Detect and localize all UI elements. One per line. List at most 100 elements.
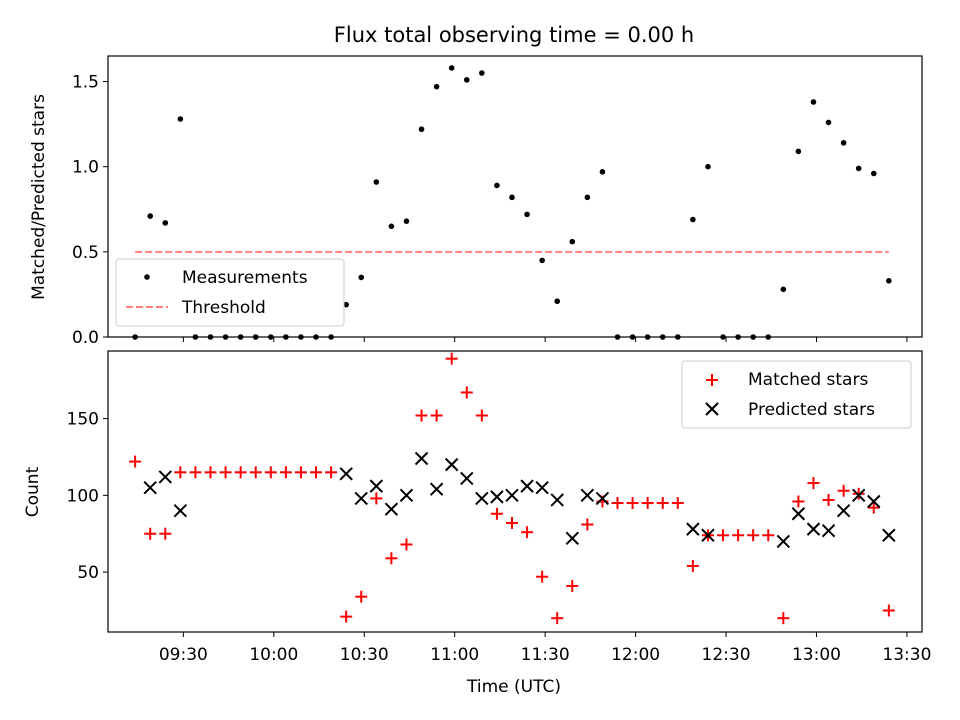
predicted-stars-point [776, 534, 791, 549]
matched-stars-point [777, 612, 790, 625]
predicted-stars-point [490, 490, 504, 504]
x-tick-label: 10:30 [340, 645, 389, 665]
measurement-point [479, 70, 485, 76]
x-tick-label: 09:30 [159, 645, 208, 665]
matched-stars-point [159, 527, 172, 540]
measurement-point [177, 116, 184, 122]
predicted-stars-point [595, 491, 610, 506]
matched-stars-point [882, 604, 895, 617]
measurement-point [524, 211, 530, 218]
measurement-point [569, 238, 576, 245]
predicted-stars-point [701, 528, 715, 542]
measurement-point [825, 119, 832, 126]
matched-stars-legend-marker [706, 374, 718, 386]
x-tick-label: 11:30 [521, 645, 570, 665]
measurement-point [705, 163, 711, 170]
bottom-y-axis: 50 100 150 [67, 410, 108, 583]
predicted-stars-point [143, 480, 157, 495]
matched-stars-point [204, 466, 217, 479]
measurement-point [343, 301, 349, 308]
top-chart-title: Flux total observing time = 0.00 h [334, 23, 694, 47]
measurement-point [373, 179, 380, 185]
predicted-stars-point [384, 502, 399, 516]
predicted-stars-point [505, 488, 519, 503]
matched-stars-point [415, 409, 428, 422]
matched-stars-point [747, 529, 760, 542]
matched-stars-point [234, 466, 247, 479]
measurement-point [162, 220, 169, 226]
measurement-point [509, 194, 515, 201]
predicted-stars-point [173, 503, 188, 518]
measurement-point [795, 148, 802, 155]
measurement-point [886, 278, 892, 284]
predicted-stars-point [565, 531, 579, 546]
predicted-stars-point [882, 528, 896, 542]
y-tick-label: 1.0 [72, 158, 99, 178]
matched-stars-point [475, 409, 488, 422]
matched-stars-point [325, 466, 338, 479]
matched-stars-point [340, 610, 353, 623]
y-tick-label: 50 [77, 563, 99, 583]
predicted-stars-point [686, 522, 700, 536]
predicted-stars-point [550, 493, 564, 507]
matched-stars-point [294, 466, 307, 479]
x-tick-label: 10:00 [249, 645, 298, 665]
predicted-stars-point [867, 494, 881, 509]
top-plot-frame [107, 55, 923, 338]
measurement-point [448, 65, 455, 71]
matched-stars-point [822, 493, 835, 506]
matched-stars-point [129, 455, 142, 468]
measurement-point [433, 83, 440, 90]
predicted-stars-point [429, 482, 444, 496]
matched-stars-point [551, 612, 564, 625]
measurement-point [780, 286, 787, 293]
predicted-stars-point [806, 522, 821, 536]
top-legend-box [115, 258, 345, 327]
matched-stars-point [867, 501, 880, 514]
x-tick-label: 11:00 [430, 645, 479, 665]
top-legend-label-measurements: Measurements [182, 268, 308, 288]
predicted-stars-point [339, 467, 353, 481]
bottom-plot-area [129, 352, 896, 625]
matched-stars-point [626, 497, 639, 510]
measurement-point [840, 140, 847, 146]
y-tick-label: 150 [67, 410, 99, 430]
bottom-plot-frame [107, 350, 923, 633]
matched-stars-point [310, 466, 323, 479]
y-tick-label: 0.5 [72, 243, 99, 263]
predicted-stars-point [354, 491, 368, 506]
measurement-point [690, 216, 696, 223]
matched-stars-point [174, 466, 187, 479]
y-tick-label: 1.5 [72, 73, 99, 93]
matched-stars-point [460, 386, 473, 399]
matched-stars-point [611, 497, 624, 510]
measurements-legend-marker [144, 274, 150, 280]
predicted-stars-point [399, 488, 414, 503]
x-tick-label: 13:00 [792, 645, 841, 665]
measurement-point [494, 182, 500, 189]
matched-stars-point [264, 466, 277, 479]
matched-stars-point [762, 529, 775, 542]
predicted-stars-point [535, 480, 549, 495]
bottom-legend-label-matched: Matched stars [748, 370, 868, 390]
matched-stars-point [837, 484, 850, 497]
matched-stars-point [249, 466, 262, 479]
matched-stars-point [807, 477, 820, 490]
matched-stars-point [400, 538, 413, 551]
matched-stars-point [385, 552, 398, 565]
predicted-stars-legend-marker [705, 402, 719, 416]
matched-stars-point [792, 495, 805, 508]
predicted-stars-point [460, 471, 474, 486]
matched-stars-point [852, 487, 865, 500]
matched-stars-point [732, 529, 745, 542]
bottom-legend-label-predicted: Predicted stars [748, 400, 875, 420]
top-x-axis [182, 337, 908, 342]
predicted-stars-point [520, 479, 534, 493]
matched-stars-point [581, 518, 594, 531]
matched-stars-point [189, 466, 202, 479]
predicted-stars-point [836, 503, 851, 518]
top-legend-label-threshold: Threshold [181, 298, 266, 318]
measurement-point [870, 170, 877, 177]
matched-stars-point [370, 492, 383, 505]
